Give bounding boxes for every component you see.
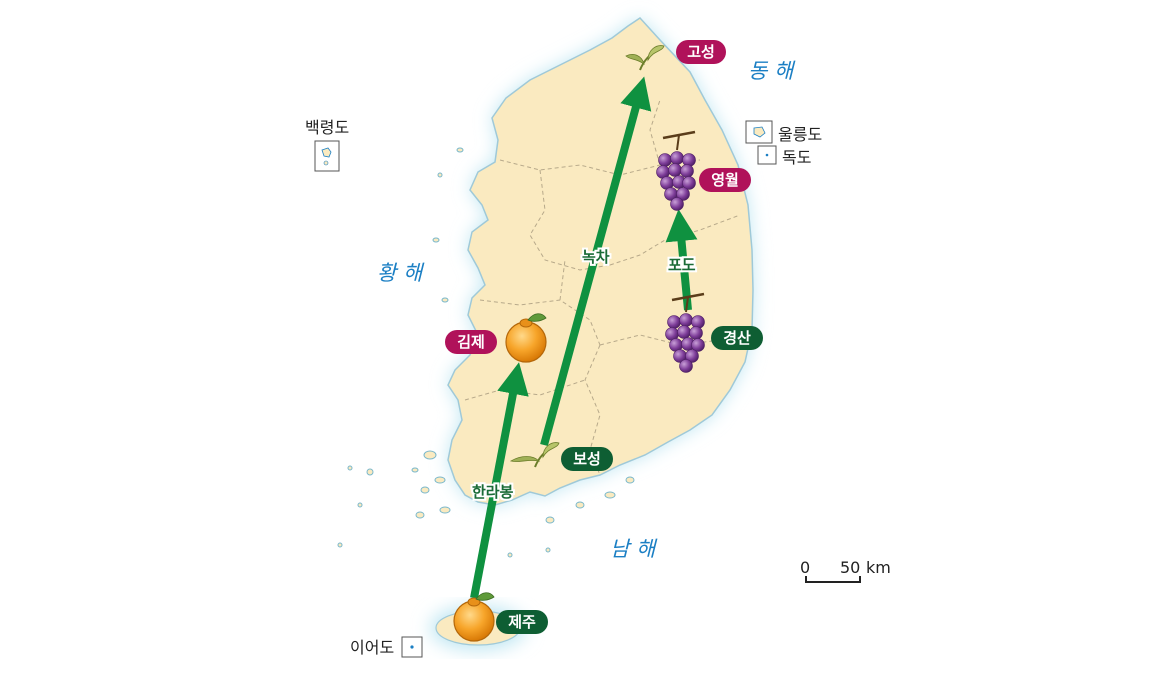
jeju-label: 제주	[508, 613, 536, 631]
migration-arrows	[470, 76, 698, 599]
scale-bar: 0 50 km	[800, 558, 891, 583]
ulleung-label: 울릉도	[778, 125, 822, 144]
scale-zero-label: 0	[800, 558, 810, 577]
green-tea-label: 녹차	[582, 248, 610, 266]
west-sea-label: 황 해	[377, 261, 425, 285]
grape-arrow	[665, 209, 698, 311]
gyeongsan-label: 경산	[723, 329, 751, 347]
boseong-label: 보성	[573, 450, 601, 468]
hallabong-icon	[505, 313, 547, 363]
goseong-badge: 고성	[676, 40, 726, 64]
grape-icon	[656, 130, 696, 211]
jeju-badge: 제주	[496, 610, 548, 634]
ieodo-inset	[401, 636, 423, 658]
hallabong-label: 한라봉	[472, 483, 514, 501]
yeongwol-badge: 영월	[699, 168, 751, 192]
east-sea-label: 동 해	[748, 59, 796, 83]
ulleung-inset	[745, 120, 773, 144]
tea-sprout-icon	[625, 45, 665, 71]
grape-label: 포도	[668, 256, 696, 274]
scale-fifty-label: 50	[840, 558, 860, 577]
tea-sprout-icon	[509, 442, 560, 468]
south-sea-label: 남 해	[610, 537, 658, 561]
baengnyeong-label: 백령도	[305, 118, 349, 137]
scale-unit-label: km	[866, 558, 891, 577]
ieodo-label: 이어도	[350, 638, 394, 657]
gimje-badge: 김제	[445, 330, 497, 354]
goseong-label: 고성	[687, 43, 715, 61]
baengnyeong-inset	[314, 140, 340, 172]
hallabong-icon	[453, 592, 495, 642]
dokdo-inset	[757, 145, 777, 165]
green-tea-arrow	[540, 76, 652, 447]
southwest-islands	[337, 147, 635, 558]
dokdo-label: 독도	[782, 148, 811, 167]
gimje-label: 김제	[457, 333, 485, 351]
grape-icon	[665, 292, 705, 373]
boseong-badge: 보성	[561, 447, 613, 471]
yeongwol-label: 영월	[711, 171, 739, 189]
hallabong-arrow	[470, 362, 529, 599]
gyeongsan-badge: 경산	[711, 326, 763, 350]
